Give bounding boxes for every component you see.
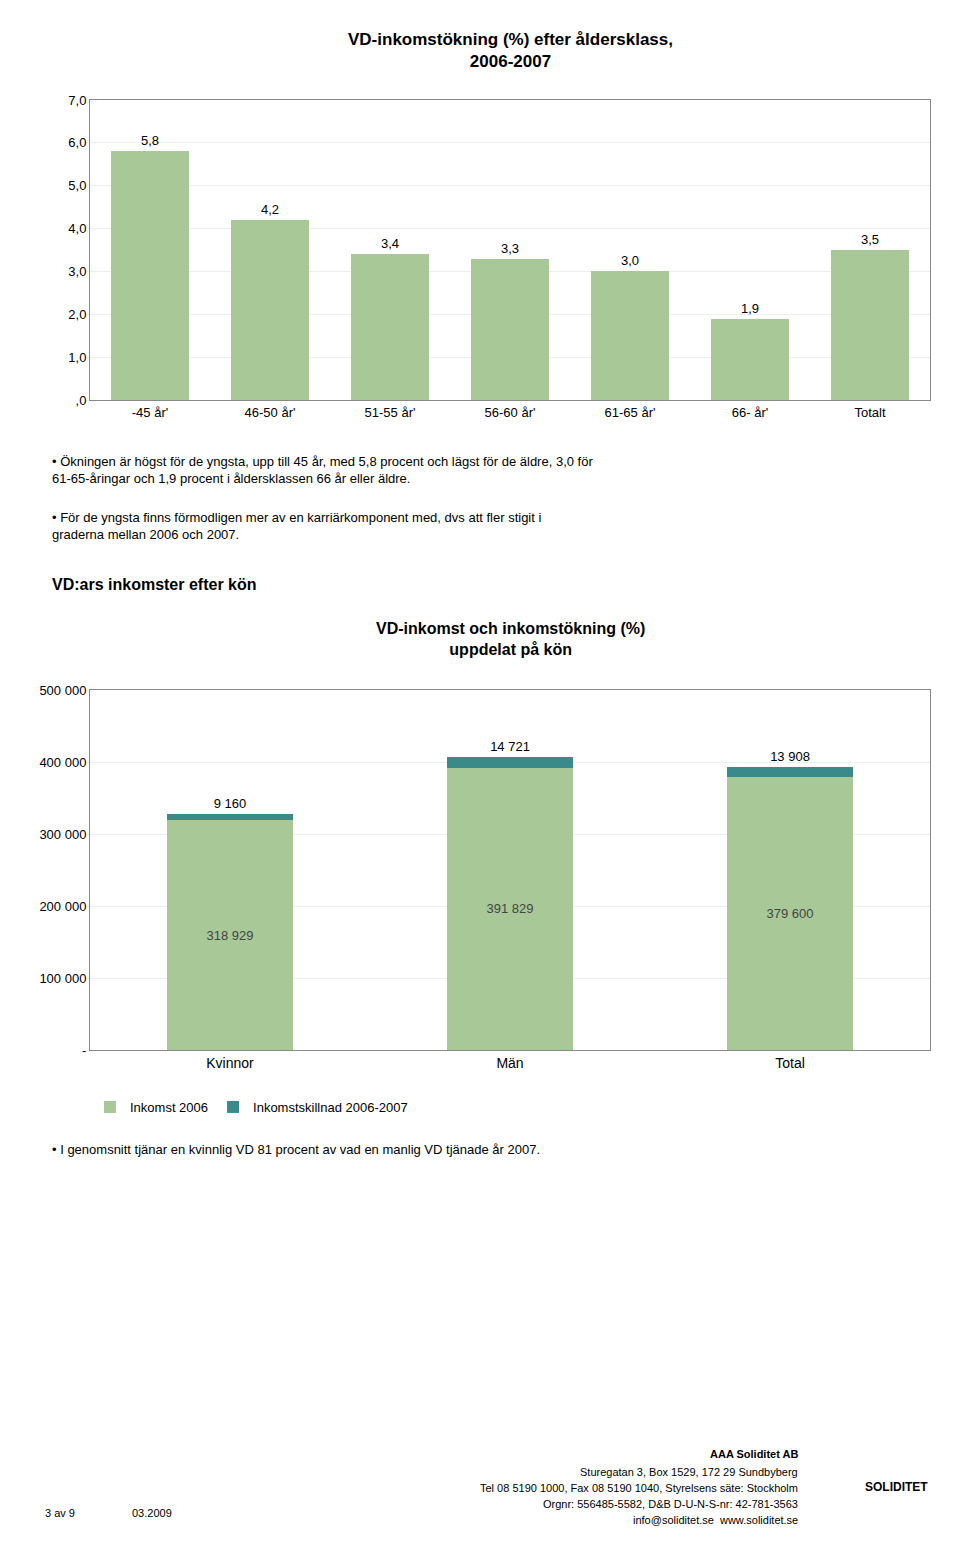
svg-text:Orgnr: 556485-5582, D&B D-U-N-: Orgnr: 556485-5582, D&B D-U-N-S-nr: 42-7… [543, 1498, 798, 1510]
svg-text:Totalt: Totalt [854, 405, 885, 420]
svg-text:4,0: 4,0 [68, 221, 86, 236]
svg-text:Tel 08 5190 1000, Fax 08 5190: Tel 08 5190 1000, Fax 08 5190 1040, Styr… [480, 1482, 798, 1494]
svg-text:3 av 9: 3 av 9 [45, 1507, 75, 1519]
svg-text:Kvinnor: Kvinnor [206, 1055, 254, 1071]
svg-text:5,8: 5,8 [141, 133, 159, 148]
svg-text:2,0: 2,0 [68, 307, 86, 322]
svg-text:300 000: 300 000 [39, 827, 86, 842]
svg-text:56-60 år': 56-60 år' [485, 405, 536, 420]
svg-text:100 000: 100 000 [39, 971, 86, 986]
svg-text:66- år': 66- år' [732, 405, 768, 420]
svg-text:61-65 år': 61-65 år' [605, 405, 656, 420]
svg-text:379 600: 379 600 [767, 906, 814, 921]
svg-text:VD-inkomst och inkomstökning (: VD-inkomst och inkomstökning (%)uppdelat… [376, 620, 645, 658]
svg-text:1,9: 1,9 [741, 301, 759, 316]
svg-text:200 000: 200 000 [39, 899, 86, 914]
svg-text:• Ökningen är högst för de yng: • Ökningen är högst för de yngsta, upp t… [52, 454, 593, 486]
svg-text:Inkomstskillnad 2006-2007: Inkomstskillnad 2006-2007 [253, 1100, 408, 1115]
svg-text:400 000: 400 000 [39, 755, 86, 770]
svg-text:391 829: 391 829 [487, 901, 534, 916]
svg-text:7,0: 7,0 [68, 93, 86, 108]
svg-text:Sturegatan 3, Box 1529, 172 29: Sturegatan 3, Box 1529, 172 29 Sundbyber… [580, 1466, 798, 1478]
svg-text:6,0: 6,0 [68, 135, 86, 150]
svg-text:4,2: 4,2 [261, 202, 279, 217]
svg-text:-45 år': -45 år' [132, 405, 168, 420]
svg-text:• I genomsnitt tjänar en kvinn: • I genomsnitt tjänar en kvinnlig VD 81 … [52, 1142, 540, 1157]
svg-text:3,4: 3,4 [381, 236, 399, 251]
svg-text:• För de yngsta finns förmodli: • För de yngsta finns förmodligen mer av… [52, 510, 541, 542]
svg-text:13 908: 13 908 [770, 749, 810, 764]
svg-text:1,0: 1,0 [68, 350, 86, 365]
svg-text:5,0: 5,0 [68, 178, 86, 193]
svg-text:SOLIDITET: SOLIDITET [865, 1480, 928, 1494]
svg-text:3,0: 3,0 [68, 264, 86, 279]
svg-text:3,0: 3,0 [621, 253, 639, 268]
svg-text:Inkomst 2006: Inkomst 2006 [130, 1100, 208, 1115]
svg-text:Total: Total [775, 1055, 805, 1071]
svg-text:info@soliditet.se www.solidit: info@soliditet.se www.soliditet.se [633, 1514, 798, 1526]
svg-text:318 929: 318 929 [207, 928, 254, 943]
svg-text:-: - [82, 1043, 86, 1058]
svg-text:AAA Soliditet AB: AAA Soliditet AB [710, 1448, 798, 1460]
svg-text:9 160: 9 160 [214, 796, 247, 811]
svg-text:03.2009: 03.2009 [132, 1507, 172, 1519]
svg-text:Män: Män [496, 1055, 523, 1071]
svg-text:3,5: 3,5 [861, 232, 879, 247]
svg-text:VD-inkomstökning (%) efter åld: VD-inkomstökning (%) efter åldersklass,2… [348, 30, 673, 71]
svg-text:,0: ,0 [76, 393, 87, 408]
svg-text:3,3: 3,3 [501, 241, 519, 256]
svg-text:51-55 år': 51-55 år' [365, 405, 416, 420]
svg-text:14 721: 14 721 [490, 739, 530, 754]
svg-text:VD:ars inkomster efter kön: VD:ars inkomster efter kön [52, 576, 257, 593]
svg-text:46-50 år': 46-50 år' [245, 405, 296, 420]
svg-text:500 000: 500 000 [39, 683, 86, 698]
